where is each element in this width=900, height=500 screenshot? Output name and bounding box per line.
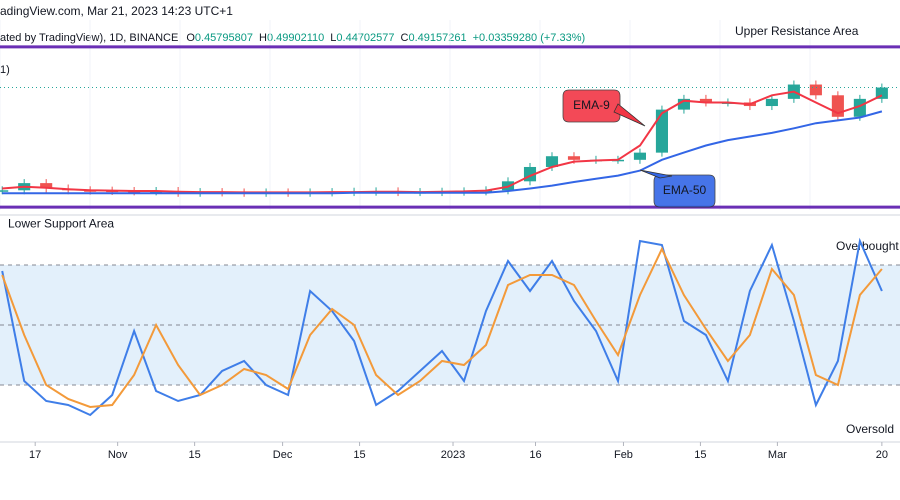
level-label: Lower Support Area [8,216,114,230]
x-tick-label: Feb [614,449,633,461]
x-tick-label: 15 [353,449,365,461]
candle [853,98,866,117]
callout-label: EMA-9 [573,98,610,112]
candle [809,84,822,96]
level-label: Overbought [836,239,899,253]
callout [653,174,716,208]
candle [655,109,668,153]
change: +0.03359280 (+7.33%) [473,32,586,44]
indicator-line [2,110,883,195]
x-tick-label: 2023 [441,449,465,461]
x-tick-label: Dec [273,449,293,461]
indicator-line [2,90,883,194]
candle [633,152,646,160]
x-tick-label: Nov [108,449,128,461]
indicator-label: 1) [0,64,10,76]
indicator-line [1,246,883,409]
ohlc-label: L [330,32,336,44]
ohlc-value: 0.49157261 [408,32,466,44]
x-tick-label: 17 [29,449,41,461]
x-tick-label: Mar [768,449,787,461]
ohlc-value: 0.44702577 [336,32,394,44]
candle [0,190,9,192]
callout-pointer [639,169,673,179]
candle [699,98,712,103]
candle [677,98,690,110]
level-label: Upper Resistance Area [735,24,859,38]
candle [545,156,559,167]
ohlc-label: O [186,32,195,44]
callout-pointer [613,103,646,127]
candle [567,156,581,160]
ohlc-label: H [259,32,267,44]
source-line: adingView.com, Mar 21, 2023 14:23 UTC+1 [0,4,233,18]
ohlc-value: 0.49902110 [267,32,324,44]
callout [562,89,621,123]
symbol: ated by TradingView), 1D, BINANCE [0,32,178,44]
ohlc-label: C [401,32,409,44]
callout-label: EMA-50 [663,183,707,197]
x-tick-label: 20 [876,449,888,461]
candle [875,87,888,99]
x-tick-label: 15 [188,449,200,461]
symbol-line: ated by TradingView), 1D, BINANCE O0.4579… [0,32,585,44]
level-label: Oversold [846,422,894,436]
x-tick-label: 16 [529,449,541,461]
candle [765,98,778,107]
ohlc-value: 0.45795807 [195,32,253,44]
candle [40,183,53,189]
x-tick-label: 15 [694,449,706,461]
